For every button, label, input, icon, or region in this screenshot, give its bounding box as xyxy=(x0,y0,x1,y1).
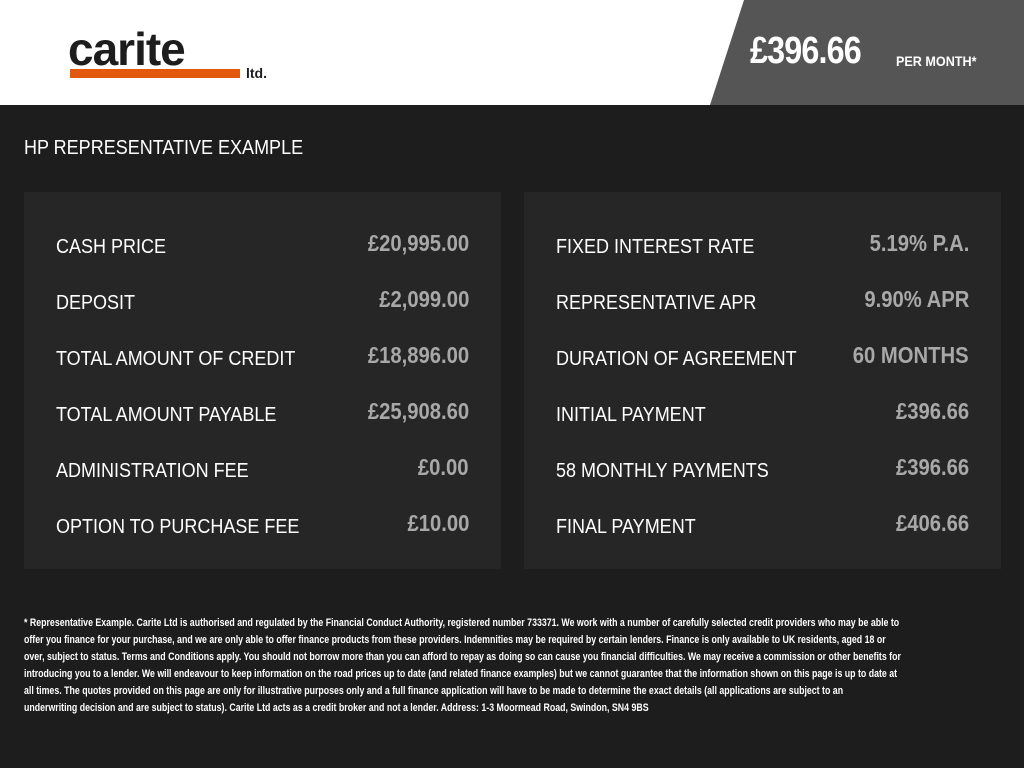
finance-row: FIXED INTEREST RATE 5.19% P.A. xyxy=(556,230,969,260)
row-value: £2,099.00 xyxy=(378,286,469,312)
row-value: 9.90% APR xyxy=(864,286,969,312)
row-label: OPTION TO PURCHASE FEE xyxy=(56,516,300,538)
row-value: £0.00 xyxy=(418,454,469,480)
disclaimer: * Representative Example. Carite Ltd is … xyxy=(24,615,944,717)
finance-row: REPRESENTATIVE APR 9.90% APR xyxy=(556,286,969,316)
logo-suffix: ltd. xyxy=(246,65,267,81)
finance-panel-right: FIXED INTEREST RATE 5.19% P.A. REPRESENTAT… xyxy=(524,192,1001,569)
per-month-label: PER MONTH* xyxy=(896,53,977,69)
disclaimer-line: * Representative Example. Carite Ltd is … xyxy=(24,617,900,629)
finance-row: DEPOSIT £2,099.00 xyxy=(56,286,469,316)
row-label: TOTAL AMOUNT PAYABLE xyxy=(56,404,277,426)
monthly-price-panel: £396.66 PER MONTH* xyxy=(710,0,1024,105)
finance-row: ADMINISTRATION FEE £0.00 xyxy=(56,454,469,484)
finance-row: CASH PRICE £20,995.00 xyxy=(56,230,469,260)
row-value: £10.00 xyxy=(407,510,469,536)
row-label: REPRESENTATIVE APR xyxy=(556,292,757,314)
row-value: £406.66 xyxy=(895,510,969,536)
row-value: 60 MONTHS xyxy=(853,342,969,368)
finance-row: DURATION OF AGREEMENT 60 MONTHS xyxy=(556,342,969,372)
row-value: £18,896.00 xyxy=(367,342,469,368)
finance-row: TOTAL AMOUNT PAYABLE £25,908.60 xyxy=(56,398,469,428)
row-label: FINAL PAYMENT xyxy=(556,516,696,538)
header: carite ltd. £396.66 PER MONTH* xyxy=(0,0,1024,105)
finance-row: OPTION TO PURCHASE FEE £10.00 xyxy=(56,510,469,540)
carite-logo: carite ltd. xyxy=(68,23,278,83)
finance-row: TOTAL AMOUNT OF CREDIT £18,896.00 xyxy=(56,342,469,372)
disclaimer-line: all times. The quotes provided on this p… xyxy=(24,685,844,697)
finance-row: FINAL PAYMENT £406.66 xyxy=(556,510,969,540)
finance-panel-left: CASH PRICE £20,995.00 DEPOSIT £2,099.00 TOTA… xyxy=(24,192,501,569)
page-title: HP REPRESENTATIVE EXAMPLE xyxy=(24,137,304,159)
row-value: £20,995.00 xyxy=(367,230,469,256)
monthly-price: £396.66 xyxy=(750,30,862,72)
row-value: £396.66 xyxy=(895,454,969,480)
row-label: CASH PRICE xyxy=(56,236,167,258)
logo-bar xyxy=(70,69,240,78)
disclaimer-line: offer you finance for your purchase, and… xyxy=(24,634,886,646)
row-label: DURATION OF AGREEMENT xyxy=(556,348,797,370)
finance-row: INITIAL PAYMENT £396.66 xyxy=(556,398,969,428)
row-label: FIXED INTEREST RATE xyxy=(556,236,755,258)
logo-text: carite xyxy=(68,23,186,75)
row-label: INITIAL PAYMENT xyxy=(556,404,706,426)
disclaimer-line: over, subject to status. Terms and Condi… xyxy=(24,651,901,663)
row-value: £25,908.60 xyxy=(367,398,469,424)
finance-row: 58 MONTHLY PAYMENTS £396.66 xyxy=(556,454,969,484)
row-label: 58 MONTHLY PAYMENTS xyxy=(556,460,769,482)
row-label: ADMINISTRATION FEE xyxy=(56,460,249,482)
row-value: 5.19% P.A. xyxy=(869,230,969,256)
row-label: TOTAL AMOUNT OF CREDIT xyxy=(56,348,296,370)
disclaimer-line: introducing you to a lender. We will end… xyxy=(24,668,898,680)
row-label: DEPOSIT xyxy=(56,292,136,314)
disclaimer-line: underwriting decision and are subject to… xyxy=(24,702,649,714)
row-value: £396.66 xyxy=(895,398,969,424)
